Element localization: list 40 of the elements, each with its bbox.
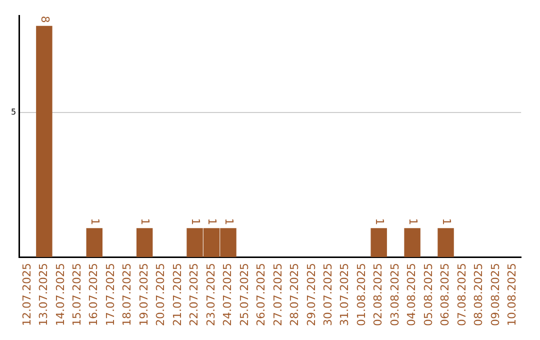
x-tick-label: 13.07.2025 (37, 263, 50, 326)
x-tick-label: 29.07.2025 (304, 263, 318, 326)
x-tick-label: 04.08.2025 (405, 263, 418, 326)
data-label: 1 (222, 218, 236, 226)
x-tick-label: 12.07.2025 (20, 263, 34, 326)
data-label: 1 (138, 218, 152, 226)
x-tick-label: 06.08.2025 (438, 263, 452, 326)
data-label: 1 (440, 218, 453, 226)
x-tick-label: 22.07.2025 (188, 263, 201, 326)
x-tick-label: 28.07.2025 (288, 263, 302, 326)
x-tick-label: 15.07.2025 (70, 263, 84, 326)
x-tick-label: 16.07.2025 (87, 263, 100, 326)
x-tick-label: 25.07.2025 (238, 263, 251, 326)
x-tick-label: 20.07.2025 (154, 263, 168, 326)
data-label: 1 (88, 218, 102, 226)
x-tick-label: 05.08.2025 (422, 263, 435, 326)
x-tick-label: 09.08.2025 (488, 263, 502, 326)
x-tick-label: 24.07.2025 (221, 263, 234, 326)
x-tick-label: 03.08.2025 (388, 263, 402, 326)
x-tick-label: 26.07.2025 (254, 263, 268, 326)
x-tick-label: 23.07.2025 (204, 263, 218, 326)
x-tick-label: 17.07.2025 (104, 263, 117, 326)
data-label: 1 (372, 218, 386, 226)
data-label: 1 (188, 218, 202, 226)
x-tick-label: 18.07.2025 (120, 263, 134, 326)
y-tick-label: 5 (10, 108, 16, 117)
x-tick-label: 07.08.2025 (455, 263, 468, 326)
x-tick-label: 27.07.2025 (271, 263, 284, 326)
x-tick-label: 21.07.2025 (170, 263, 184, 326)
x-tick-label: 31.07.2025 (338, 263, 352, 326)
x-tick-label: 19.07.2025 (137, 263, 150, 326)
x-tick-label: 14.07.2025 (54, 263, 67, 326)
data-label: 1 (406, 218, 420, 226)
x-tick-label: 08.08.2025 (472, 263, 486, 326)
x-tick-label: 01.08.2025 (354, 263, 368, 326)
x-tick-label: 02.08.2025 (372, 263, 385, 326)
data-label: 8 (38, 16, 52, 23)
x-tick-label: 30.07.2025 (322, 263, 334, 326)
data-label: 1 (206, 218, 219, 226)
x-tick-label: 10.08.2025 (506, 263, 519, 326)
